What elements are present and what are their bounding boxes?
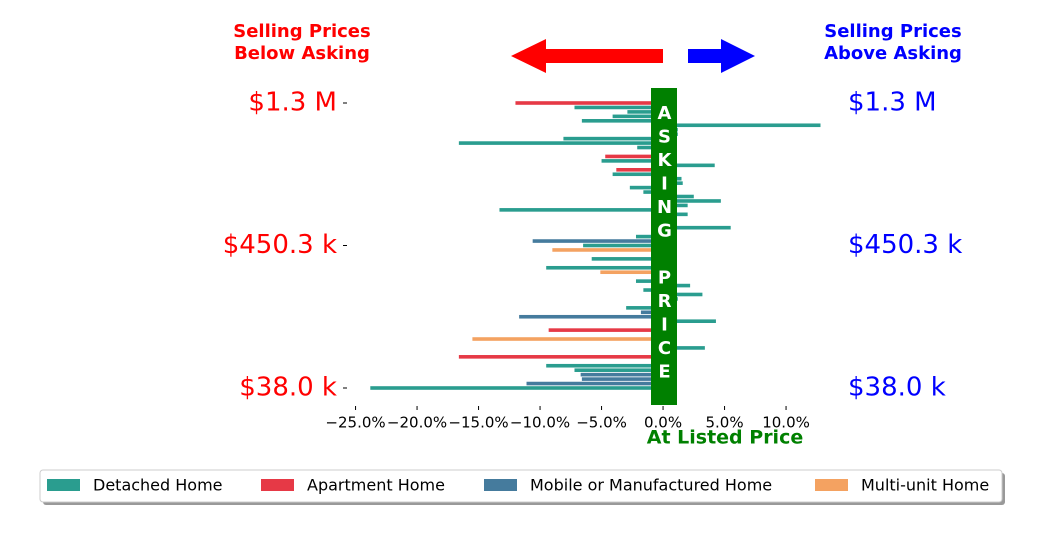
bar [663, 163, 715, 168]
bar [637, 145, 664, 150]
bar [574, 368, 664, 372]
y-tick-label: $450.3 k [223, 230, 337, 260]
bar [635, 279, 664, 283]
legend-label: Mobile or Manufactured Home [530, 476, 772, 495]
y-tick-label-right: $38.0 k [848, 373, 946, 403]
bar [472, 337, 664, 341]
bar [591, 257, 664, 261]
bar [519, 314, 664, 319]
bar [663, 319, 716, 324]
bar [663, 199, 721, 203]
legend-label: Detached Home [93, 476, 223, 495]
x-tick-label: −25.0% [325, 414, 385, 432]
left-arrow [511, 39, 663, 73]
bar [663, 225, 731, 230]
bar [458, 141, 664, 145]
x-tick-label: −15.0% [448, 414, 508, 432]
x-axis-label: At Listed Price [647, 427, 803, 449]
bar [581, 119, 664, 123]
bar [627, 110, 664, 114]
bar [663, 346, 705, 350]
right-heading: Above Asking [824, 43, 962, 64]
bar [605, 154, 664, 159]
bar [663, 123, 821, 128]
bar [526, 381, 664, 386]
y-tick-label-right: $1.3 M [848, 88, 937, 118]
bar [532, 239, 664, 243]
bar [546, 363, 664, 368]
legend-swatch [815, 479, 848, 491]
bar [626, 306, 664, 310]
x-tick-label: −5.0% [576, 414, 627, 432]
bar [663, 292, 703, 297]
bar [600, 270, 664, 275]
asking-price-band [651, 88, 677, 405]
right-arrow [688, 39, 755, 73]
bar [635, 234, 664, 239]
bar [612, 172, 664, 177]
legend-swatch [484, 479, 517, 491]
right-heading: Selling Prices [824, 21, 961, 42]
bar [583, 243, 664, 248]
bar [515, 101, 664, 105]
bar [574, 105, 664, 110]
bar [581, 377, 664, 381]
x-tick-label: 10.0% [762, 414, 810, 432]
left-heading: Below Asking [234, 43, 370, 64]
bar [552, 248, 664, 252]
x-tick-label: 0.0% [644, 414, 682, 432]
bar [370, 386, 664, 390]
bar [548, 328, 664, 332]
legend-label: Multi-unit Home [861, 476, 989, 495]
bar [546, 265, 664, 270]
bar [663, 194, 694, 199]
bar [499, 208, 664, 212]
x-tick-label: 5.0% [705, 414, 743, 432]
legend-box [39, 469, 1003, 503]
bar [616, 167, 664, 172]
y-tick-label: $1.3 M [248, 88, 337, 118]
legend-swatch [47, 479, 80, 491]
bar [629, 185, 664, 190]
legend-label: Apartment Home [307, 476, 445, 495]
x-tick-label: −20.0% [387, 414, 447, 432]
bar [580, 372, 664, 377]
bar [601, 159, 664, 163]
left-heading: Selling Prices [233, 21, 370, 42]
y-tick-label-right: $450.3 k [848, 230, 962, 260]
asking-price-label: ASKING PRICE [654, 103, 675, 385]
bar [458, 355, 664, 359]
legend-swatch [261, 479, 294, 491]
y-tick-label: $38.0 k [239, 373, 337, 403]
x-tick-label: −10.0% [510, 414, 570, 432]
bar [612, 114, 664, 119]
bar [563, 136, 664, 141]
